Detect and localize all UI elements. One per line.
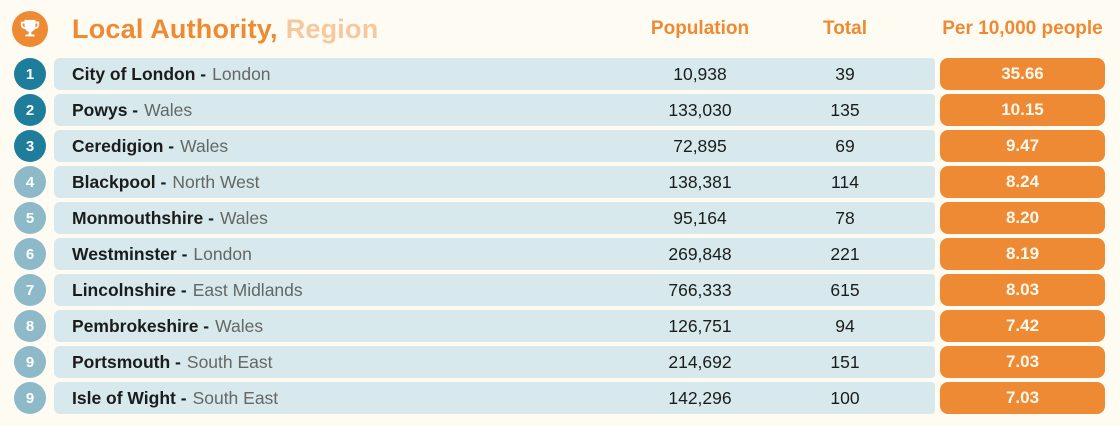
population-value: 766,333 [668, 279, 732, 300]
population-value: 142,296 [668, 387, 732, 408]
rank-badge: 1 [14, 58, 46, 90]
total-value: 135 [830, 99, 860, 120]
region-name: South East [192, 387, 279, 408]
table-header: Local Authority, Region Population Total … [0, 0, 1120, 58]
table-row: 4 Blackpool - North West 138,381 114 8.24 [0, 166, 1120, 198]
column-header-population: Population [650, 18, 750, 39]
region-name: London [193, 243, 252, 264]
authority-name: Blackpool - [72, 171, 167, 192]
authority-name: Westminster - [72, 243, 188, 264]
region-name: South East [186, 351, 273, 372]
population-value: 269,848 [668, 243, 732, 264]
rate-badge: 8.19 [940, 238, 1105, 270]
table-row: 9 Isle of Wight - South East 142,296 100 … [0, 382, 1120, 414]
authority-name: Monmouthshire - [72, 207, 214, 228]
authority-name: Ceredigion - [72, 135, 175, 156]
population-value: 138,381 [668, 171, 732, 192]
rank-badge: 3 [14, 130, 46, 162]
table-row: 6 Westminster - London 269,848 221 8.19 [0, 238, 1120, 270]
rank-badge: 8 [14, 310, 46, 342]
authority-name: Portsmouth - [72, 351, 181, 372]
region-name: Wales [144, 99, 193, 120]
rate-badge: 7.03 [940, 382, 1105, 414]
population-value: 214,692 [668, 351, 732, 372]
table-row: 7 Lincolnshire - East Midlands 766,333 61… [0, 274, 1120, 306]
table-row: 8 Pembrokeshire - Wales 126,751 94 7.42 [0, 310, 1120, 342]
rate-badge: 7.03 [940, 346, 1105, 378]
trophy-icon [12, 11, 48, 47]
total-value: 615 [830, 279, 860, 300]
region-name: Wales [180, 135, 229, 156]
header-columns: Local Authority, Region Population Total [54, 14, 935, 45]
rate-badge: 10.15 [940, 94, 1105, 126]
authority-name: Isle of Wight - [72, 387, 187, 408]
table-row: 2 Powys - Wales 133,030 135 10.15 [0, 94, 1120, 126]
total-value: 221 [830, 243, 860, 264]
total-value: 100 [830, 387, 860, 408]
rate-badge: 8.20 [940, 202, 1105, 234]
rate-badge: 7.42 [940, 310, 1105, 342]
population-value: 126,751 [668, 315, 732, 336]
table-row: 5 Monmouthshire - Wales 95,164 78 8.20 [0, 202, 1120, 234]
rate-badge: 8.03 [940, 274, 1105, 306]
rank-badge: 5 [14, 202, 46, 234]
region-name: London [212, 63, 271, 84]
rate-badge: 8.24 [940, 166, 1105, 198]
rank-badge: 4 [14, 166, 46, 198]
authority-name: Pembrokeshire - [72, 315, 210, 336]
authority-name: Powys - [72, 99, 139, 120]
page-title: Local Authority, Region [54, 14, 620, 45]
population-value: 72,895 [673, 135, 727, 156]
rate-badge: 9.47 [940, 130, 1105, 162]
title-secondary: Region [285, 13, 379, 44]
column-header-rate: Per 10,000 people [942, 18, 1103, 39]
total-value: 78 [835, 207, 855, 228]
authority-name: City of London - [72, 63, 207, 84]
rank-badge: 6 [14, 238, 46, 270]
total-value: 69 [835, 135, 855, 156]
column-header-total: Total [823, 18, 867, 39]
region-name: Wales [219, 207, 268, 228]
region-name: Wales [215, 315, 264, 336]
region-name: North West [172, 171, 260, 192]
rank-badge: 9 [14, 382, 46, 414]
table-row: 3 Ceredigion - Wales 72,895 69 9.47 [0, 130, 1120, 162]
population-value: 10,938 [673, 63, 727, 84]
rate-badge: 35.66 [940, 58, 1105, 90]
total-value: 114 [831, 171, 859, 192]
table-row: 9 Portsmouth - South East 214,692 151 7.0… [0, 346, 1120, 378]
title-primary: Local Authority, [72, 13, 278, 44]
region-name: East Midlands [192, 279, 303, 300]
total-value: 94 [835, 315, 855, 336]
rank-badge: 7 [14, 274, 46, 306]
table-row: 1 City of London - London 10,938 39 35.66 [0, 58, 1120, 90]
rank-badge: 2 [14, 94, 46, 126]
population-value: 133,030 [668, 99, 732, 120]
rank-badge: 9 [14, 346, 46, 378]
total-value: 151 [830, 351, 860, 372]
authority-name: Lincolnshire - [72, 279, 187, 300]
total-value: 39 [835, 63, 855, 84]
population-value: 95,164 [673, 207, 727, 228]
